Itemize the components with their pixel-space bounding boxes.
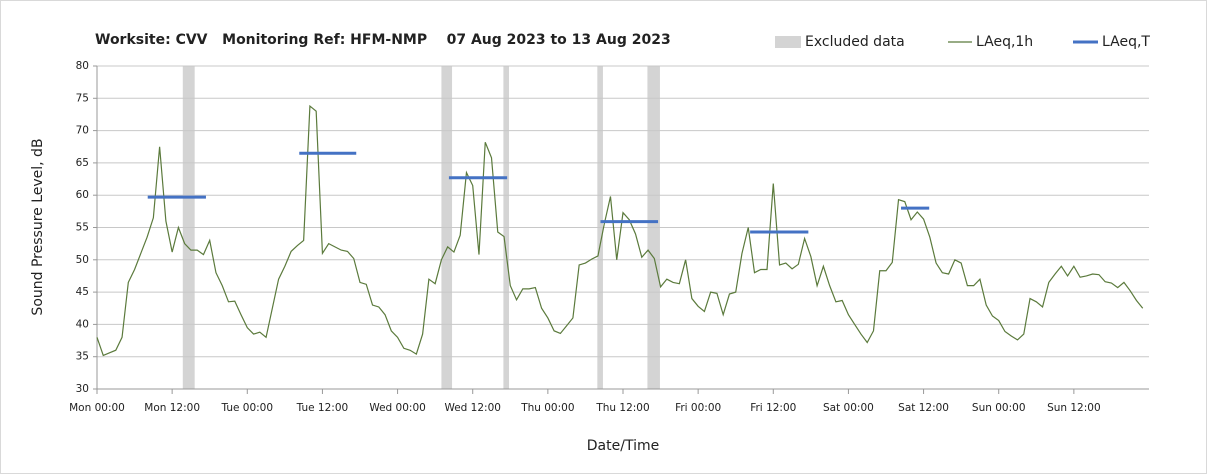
x-tick-label: Wed 12:00 [444,402,501,414]
legend-swatch [775,36,801,48]
y-axis-label: Sound Pressure Level, dB [30,138,46,315]
x-tick-label: Fri 12:00 [750,402,796,414]
y-tick-label: 55 [76,222,89,234]
y-tick-label: 40 [76,318,89,330]
legend-label: Excluded data [805,34,905,50]
y-tick-label: 45 [76,286,89,298]
y-tick-label: 70 [76,125,89,137]
y-tick-label: 65 [76,157,89,169]
x-axis-label: Date/Time [587,438,659,454]
x-tick-label: Wed 00:00 [369,402,426,414]
x-tick-label: Mon 00:00 [69,402,125,414]
legend-label: LAeq,1h [976,34,1033,50]
y-tick-label: 50 [76,254,89,266]
y-tick-label: 35 [76,351,89,363]
x-tick-label: Mon 12:00 [144,402,200,414]
x-tick-label: Sat 00:00 [823,402,874,414]
x-tick-label: Sun 12:00 [1047,402,1101,414]
x-tick-label: Fri 00:00 [675,402,721,414]
chart-title: Worksite: CVV Monitoring Ref: HFM-NMP 07… [95,32,671,48]
data-line [96,104,1144,357]
y-tick-label: 75 [76,92,89,104]
x-tick-label: Tue 00:00 [221,402,274,414]
y-tick-label: 30 [76,383,89,395]
y-tick-label: 80 [76,60,89,72]
legend-label: LAeq,T [1102,34,1150,50]
x-tick-label: Sun 00:00 [972,402,1026,414]
y-tick-label: 60 [76,189,89,201]
x-tick-label: Thu 00:00 [520,402,574,414]
x-tick-label: Thu 12:00 [595,402,649,414]
x-tick-label: Sat 12:00 [898,402,949,414]
x-tick-label: Tue 12:00 [296,402,349,414]
